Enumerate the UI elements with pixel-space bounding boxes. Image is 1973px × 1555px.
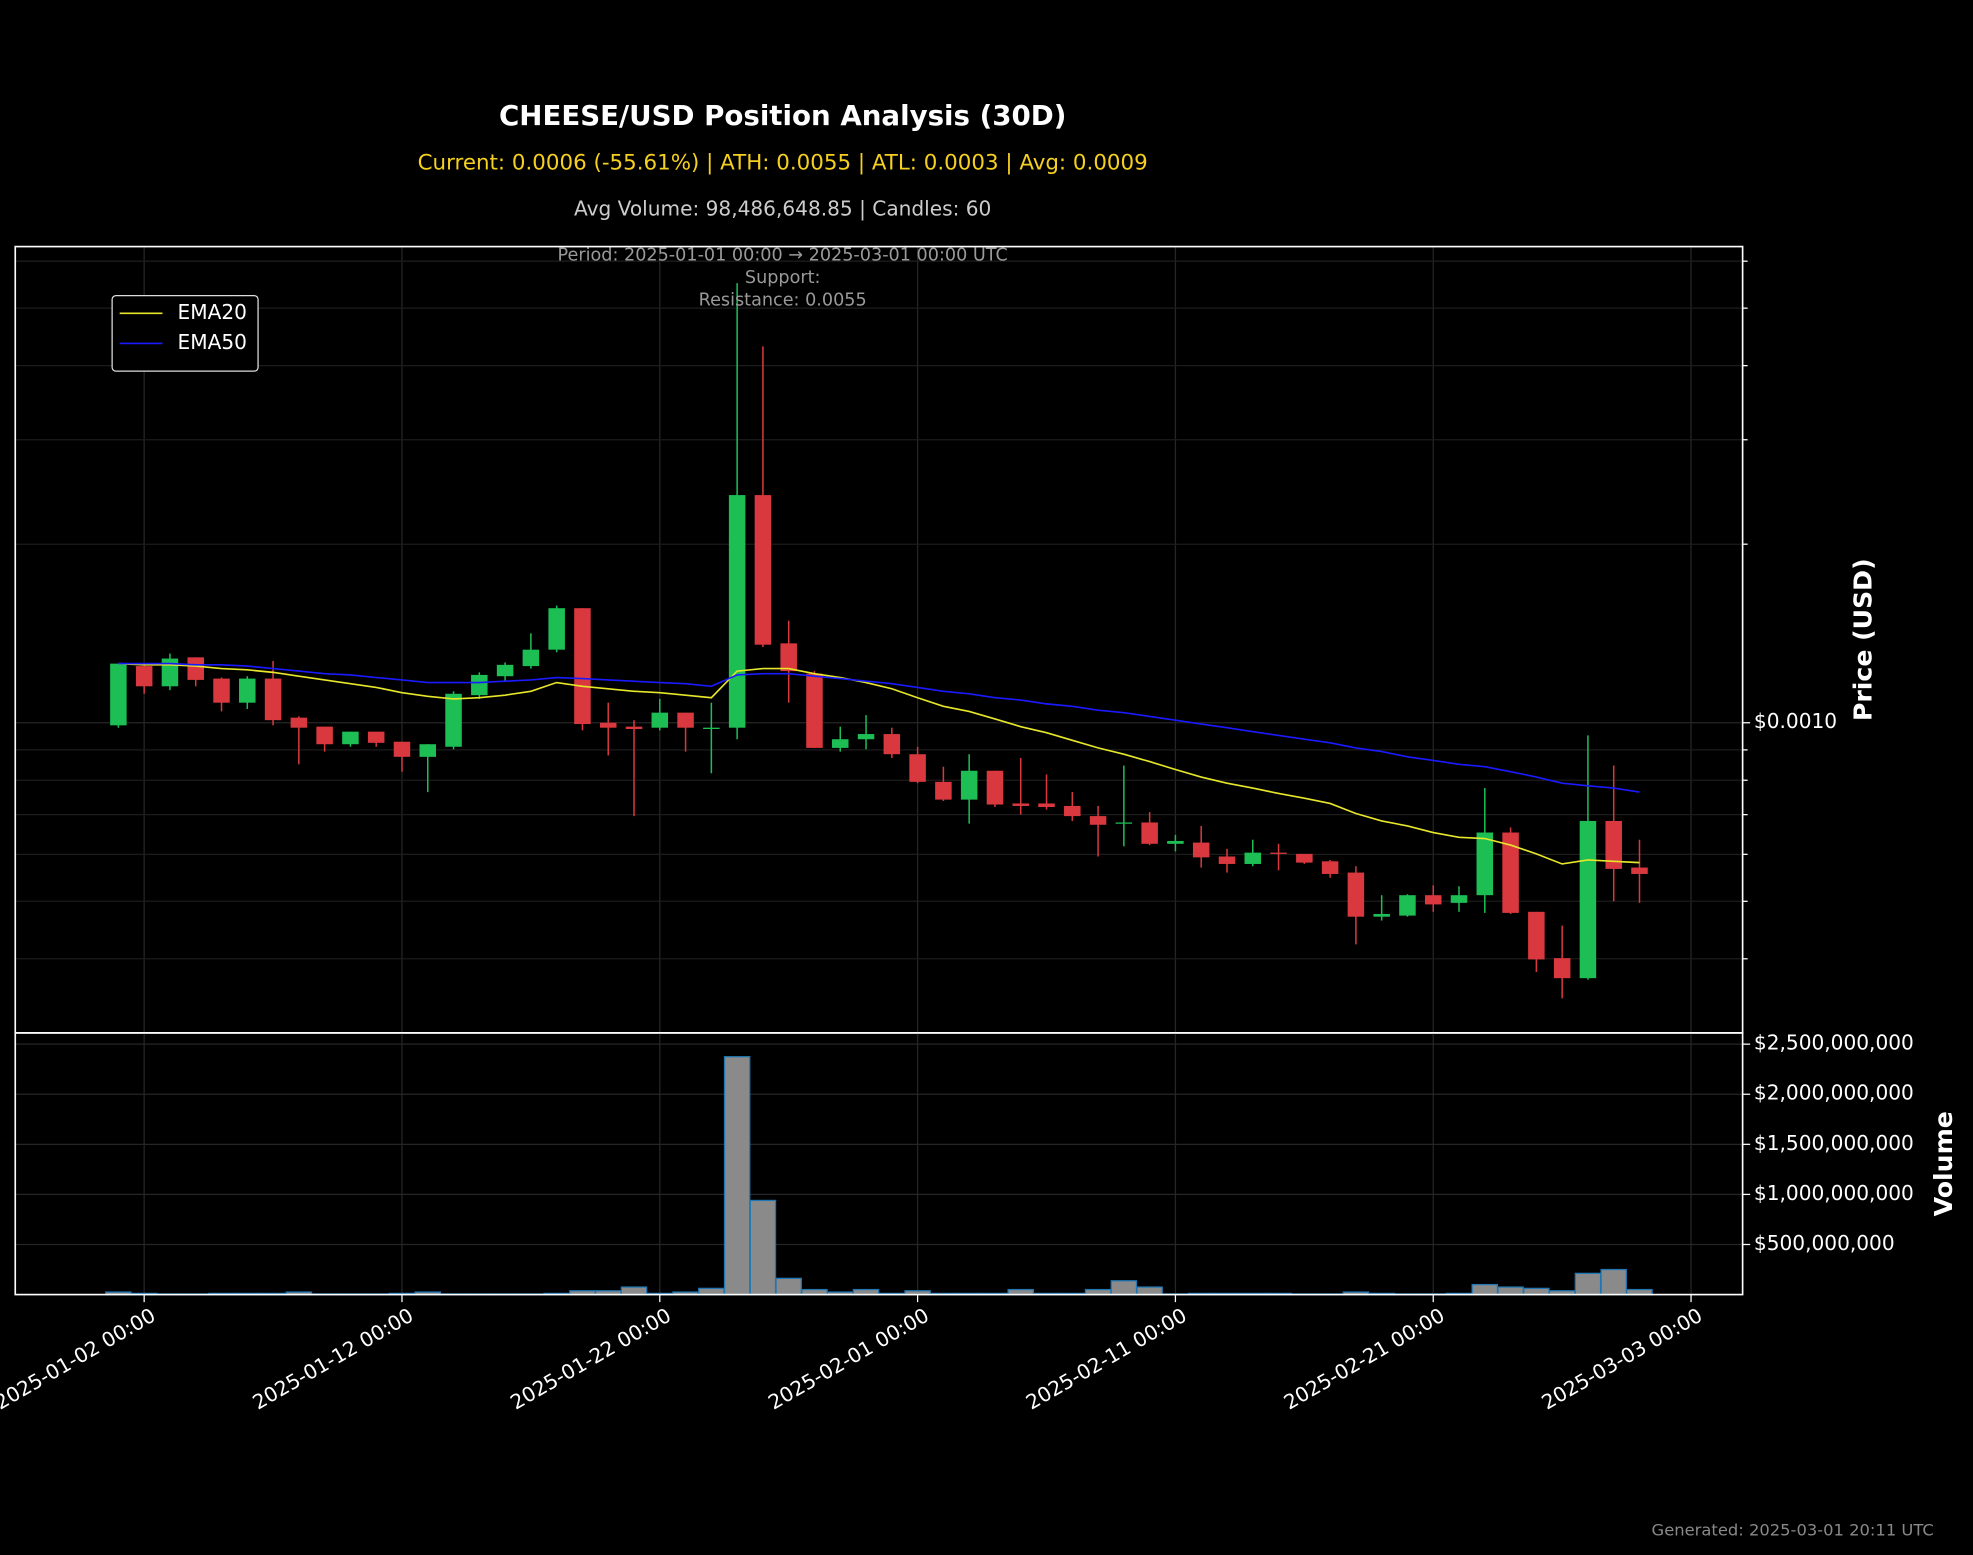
volume-bar — [1574, 1272, 1602, 1296]
candle-body — [1141, 822, 1158, 844]
candle-body — [471, 674, 488, 696]
candle-body — [883, 734, 901, 755]
volume-bar — [698, 1287, 725, 1296]
candle-body — [135, 666, 153, 687]
candle-body — [316, 726, 333, 745]
candle-body — [651, 712, 669, 728]
candle-body — [703, 727, 720, 730]
candle-body — [909, 754, 926, 782]
candle-body — [1450, 895, 1468, 903]
candle-body — [1502, 832, 1519, 913]
legend-label: EMA20 — [178, 300, 247, 324]
candle-body — [1218, 856, 1236, 864]
candle-body — [1579, 820, 1597, 979]
candle-body — [445, 693, 462, 747]
ema-line — [118, 662, 1640, 793]
y-tick-label: $500,000,000 — [1754, 1231, 1895, 1255]
candle-body — [1115, 822, 1133, 824]
volume-bar — [1600, 1268, 1627, 1296]
candle-body — [1244, 852, 1262, 864]
candle-body — [986, 770, 1004, 805]
candle-body — [1064, 805, 1081, 817]
candle-body — [780, 643, 797, 672]
candle-body — [213, 678, 230, 703]
y-tick-label: $1,000,000,000 — [1754, 1181, 1914, 1205]
candle-body — [367, 731, 385, 743]
volume-bar — [775, 1277, 802, 1296]
y-tick-label: $0.0010 — [1754, 709, 1837, 733]
annotation: Support: — [745, 268, 821, 288]
legend-box — [111, 295, 259, 372]
candle-body — [960, 770, 978, 800]
candle-body — [599, 722, 617, 728]
candle-body — [1631, 867, 1648, 874]
candle-body — [728, 495, 746, 728]
candle-body — [625, 726, 643, 730]
candle-body — [522, 649, 540, 667]
annotation: Resistance: 0.0055 — [699, 291, 867, 311]
candle-body — [548, 608, 565, 650]
y-tick-label: $1,500,000,000 — [1754, 1131, 1914, 1155]
volume-bar — [1136, 1286, 1163, 1296]
candle-body — [239, 678, 256, 703]
panel-frame — [14, 1032, 1744, 1296]
chart-stats: Avg Volume: 98,486,648.85 | Candles: 60 — [574, 197, 991, 221]
annotation: Period: 2025-01-01 00:00 → 2025-03-01 00… — [558, 245, 1008, 265]
footer: Generated: 2025-03-01 20:11 UTC — [1652, 1521, 1934, 1540]
candle-body — [1605, 820, 1622, 869]
candle-body — [806, 673, 823, 748]
candle-body — [1373, 913, 1390, 917]
candle-body — [1347, 872, 1365, 917]
candle-body — [1089, 816, 1107, 825]
y-tick-label: $2,000,000,000 — [1754, 1081, 1914, 1105]
candle-body — [1167, 840, 1184, 844]
candle-body — [1399, 895, 1416, 916]
candle-body — [1553, 958, 1571, 979]
candle-body — [110, 663, 127, 726]
candle-body — [1476, 832, 1494, 896]
volume-bar — [723, 1056, 751, 1296]
volume-bar — [1471, 1283, 1499, 1296]
candle-body — [677, 712, 694, 728]
chart-title: CHEESE/USD Position Analysis (30D) — [499, 99, 1066, 132]
candle-body — [1038, 803, 1055, 808]
y-axis-label: Price (USD) — [1849, 558, 1878, 721]
volume-bar — [1523, 1287, 1550, 1296]
candle-body — [574, 608, 591, 725]
candle-body — [187, 657, 204, 680]
candle-body — [1528, 911, 1545, 960]
y-tick-label: $2,500,000,000 — [1754, 1031, 1914, 1055]
chart-subtitle: Current: 0.0006 (-55.61%) | ATH: 0.0055 … — [418, 151, 1148, 176]
volume-bar — [1110, 1280, 1138, 1296]
candle-body — [754, 495, 772, 645]
panel: $0.0010 EMA20 EMA50 Period: 2025-01-01 00:0… — [14, 245, 1878, 1034]
candle-body — [1192, 842, 1210, 858]
candle-body — [419, 744, 437, 757]
candle-body — [857, 734, 875, 740]
candle-body — [1321, 861, 1339, 874]
candle-body — [290, 717, 308, 728]
candle-body — [1270, 852, 1287, 854]
y-axis-label: Volume — [1929, 1111, 1958, 1216]
candle-body — [161, 658, 179, 687]
candle-body — [342, 731, 359, 745]
volume-bar — [1497, 1286, 1524, 1296]
ema-line — [118, 662, 1640, 865]
candle-body — [1296, 853, 1313, 863]
candle-body — [496, 664, 514, 677]
candle-body — [393, 741, 411, 757]
candle-body — [264, 678, 282, 721]
candle-body — [1424, 895, 1442, 905]
legend-label: EMA50 — [178, 330, 247, 354]
candle-body — [1012, 803, 1029, 806]
candle-body — [832, 739, 849, 748]
candle-body — [935, 781, 952, 800]
volume-bar — [620, 1286, 648, 1296]
volume-bar — [749, 1199, 777, 1296]
